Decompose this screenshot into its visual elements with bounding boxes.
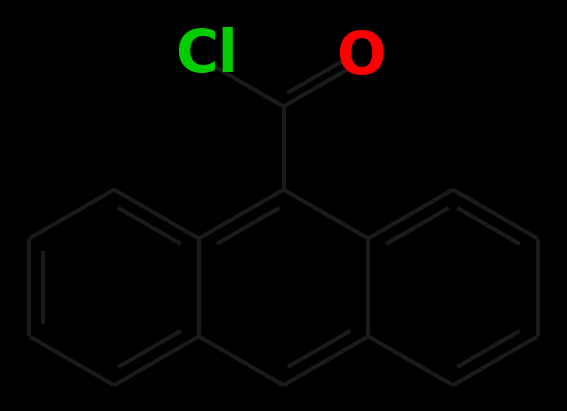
Text: O: O	[336, 28, 385, 85]
Text: Cl: Cl	[175, 27, 238, 83]
